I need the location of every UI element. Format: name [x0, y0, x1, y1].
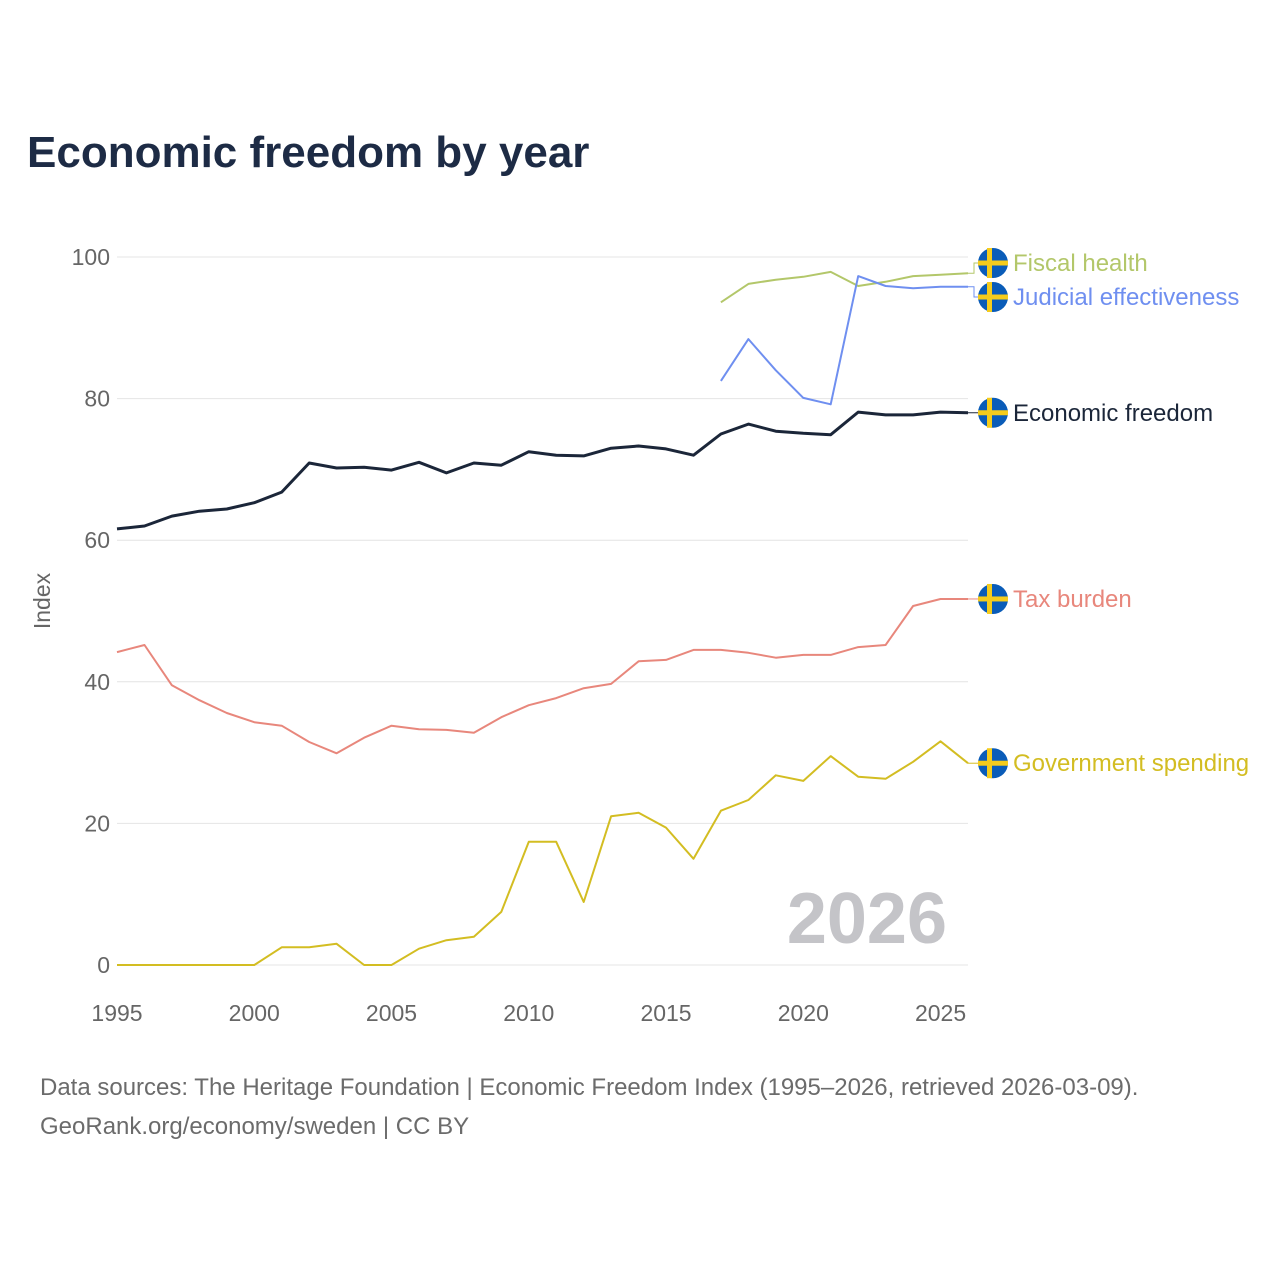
sweden-flag-icon — [978, 260, 1008, 266]
y-tick-label: 100 — [72, 244, 110, 270]
sweden-flag-icon — [987, 397, 992, 428]
sweden-flag-icon — [978, 596, 1008, 602]
sweden-flag-icon — [987, 248, 992, 279]
series-label-government-spending: Government spending — [1013, 750, 1249, 777]
footer-credit: GeoRank.org/economy/sweden | CC BY — [40, 1113, 470, 1140]
page-title: Economic freedom by year — [27, 128, 590, 177]
x-tick-label: 2015 — [640, 1000, 691, 1026]
x-tick-label: 2000 — [229, 1000, 280, 1026]
series-label-judicial-effectiveness: Judicial effectiveness — [1013, 284, 1239, 311]
sweden-flag-icon — [987, 748, 992, 779]
series-line-economic-freedom — [116, 410, 969, 531]
y-tick-label: 80 — [84, 386, 110, 412]
series-line-judicial-effectiveness — [720, 275, 968, 406]
x-tick-label: 2025 — [915, 1000, 966, 1026]
year-watermark: 2026 — [787, 879, 947, 959]
sweden-flag-icon — [978, 410, 1008, 416]
series-line-government-spending — [117, 740, 969, 966]
y-tick-label: 60 — [84, 527, 110, 553]
y-tick-label: 0 — [97, 952, 110, 978]
x-tick-label: 2020 — [778, 1000, 829, 1026]
x-tick-label: 2005 — [366, 1000, 417, 1026]
series-label-economic-freedom: Economic freedom — [1013, 400, 1213, 427]
footer-sources: Data sources: The Heritage Foundation | … — [40, 1074, 1139, 1101]
y-axis-label: Index — [29, 572, 55, 629]
sweden-flag-icon — [987, 282, 992, 313]
series-label-fiscal-health: Fiscal health — [1013, 250, 1148, 277]
x-tick-label: 2010 — [503, 1000, 554, 1026]
label-connector — [968, 262, 980, 274]
series-label-tax-burden: Tax burden — [1013, 586, 1132, 613]
sweden-flag-icon — [987, 583, 992, 614]
label-connector — [968, 286, 980, 298]
sweden-flag-icon — [978, 760, 1008, 766]
x-tick-label: 1995 — [91, 1000, 142, 1026]
footer: Data sources: The Heritage Foundation | … — [40, 1068, 1138, 1146]
y-tick-label: 40 — [84, 669, 110, 695]
sweden-flag-icon — [978, 294, 1008, 300]
series-line-fiscal-health — [720, 270, 969, 304]
y-tick-label: 20 — [84, 810, 110, 836]
series-line-tax-burden — [116, 598, 968, 755]
